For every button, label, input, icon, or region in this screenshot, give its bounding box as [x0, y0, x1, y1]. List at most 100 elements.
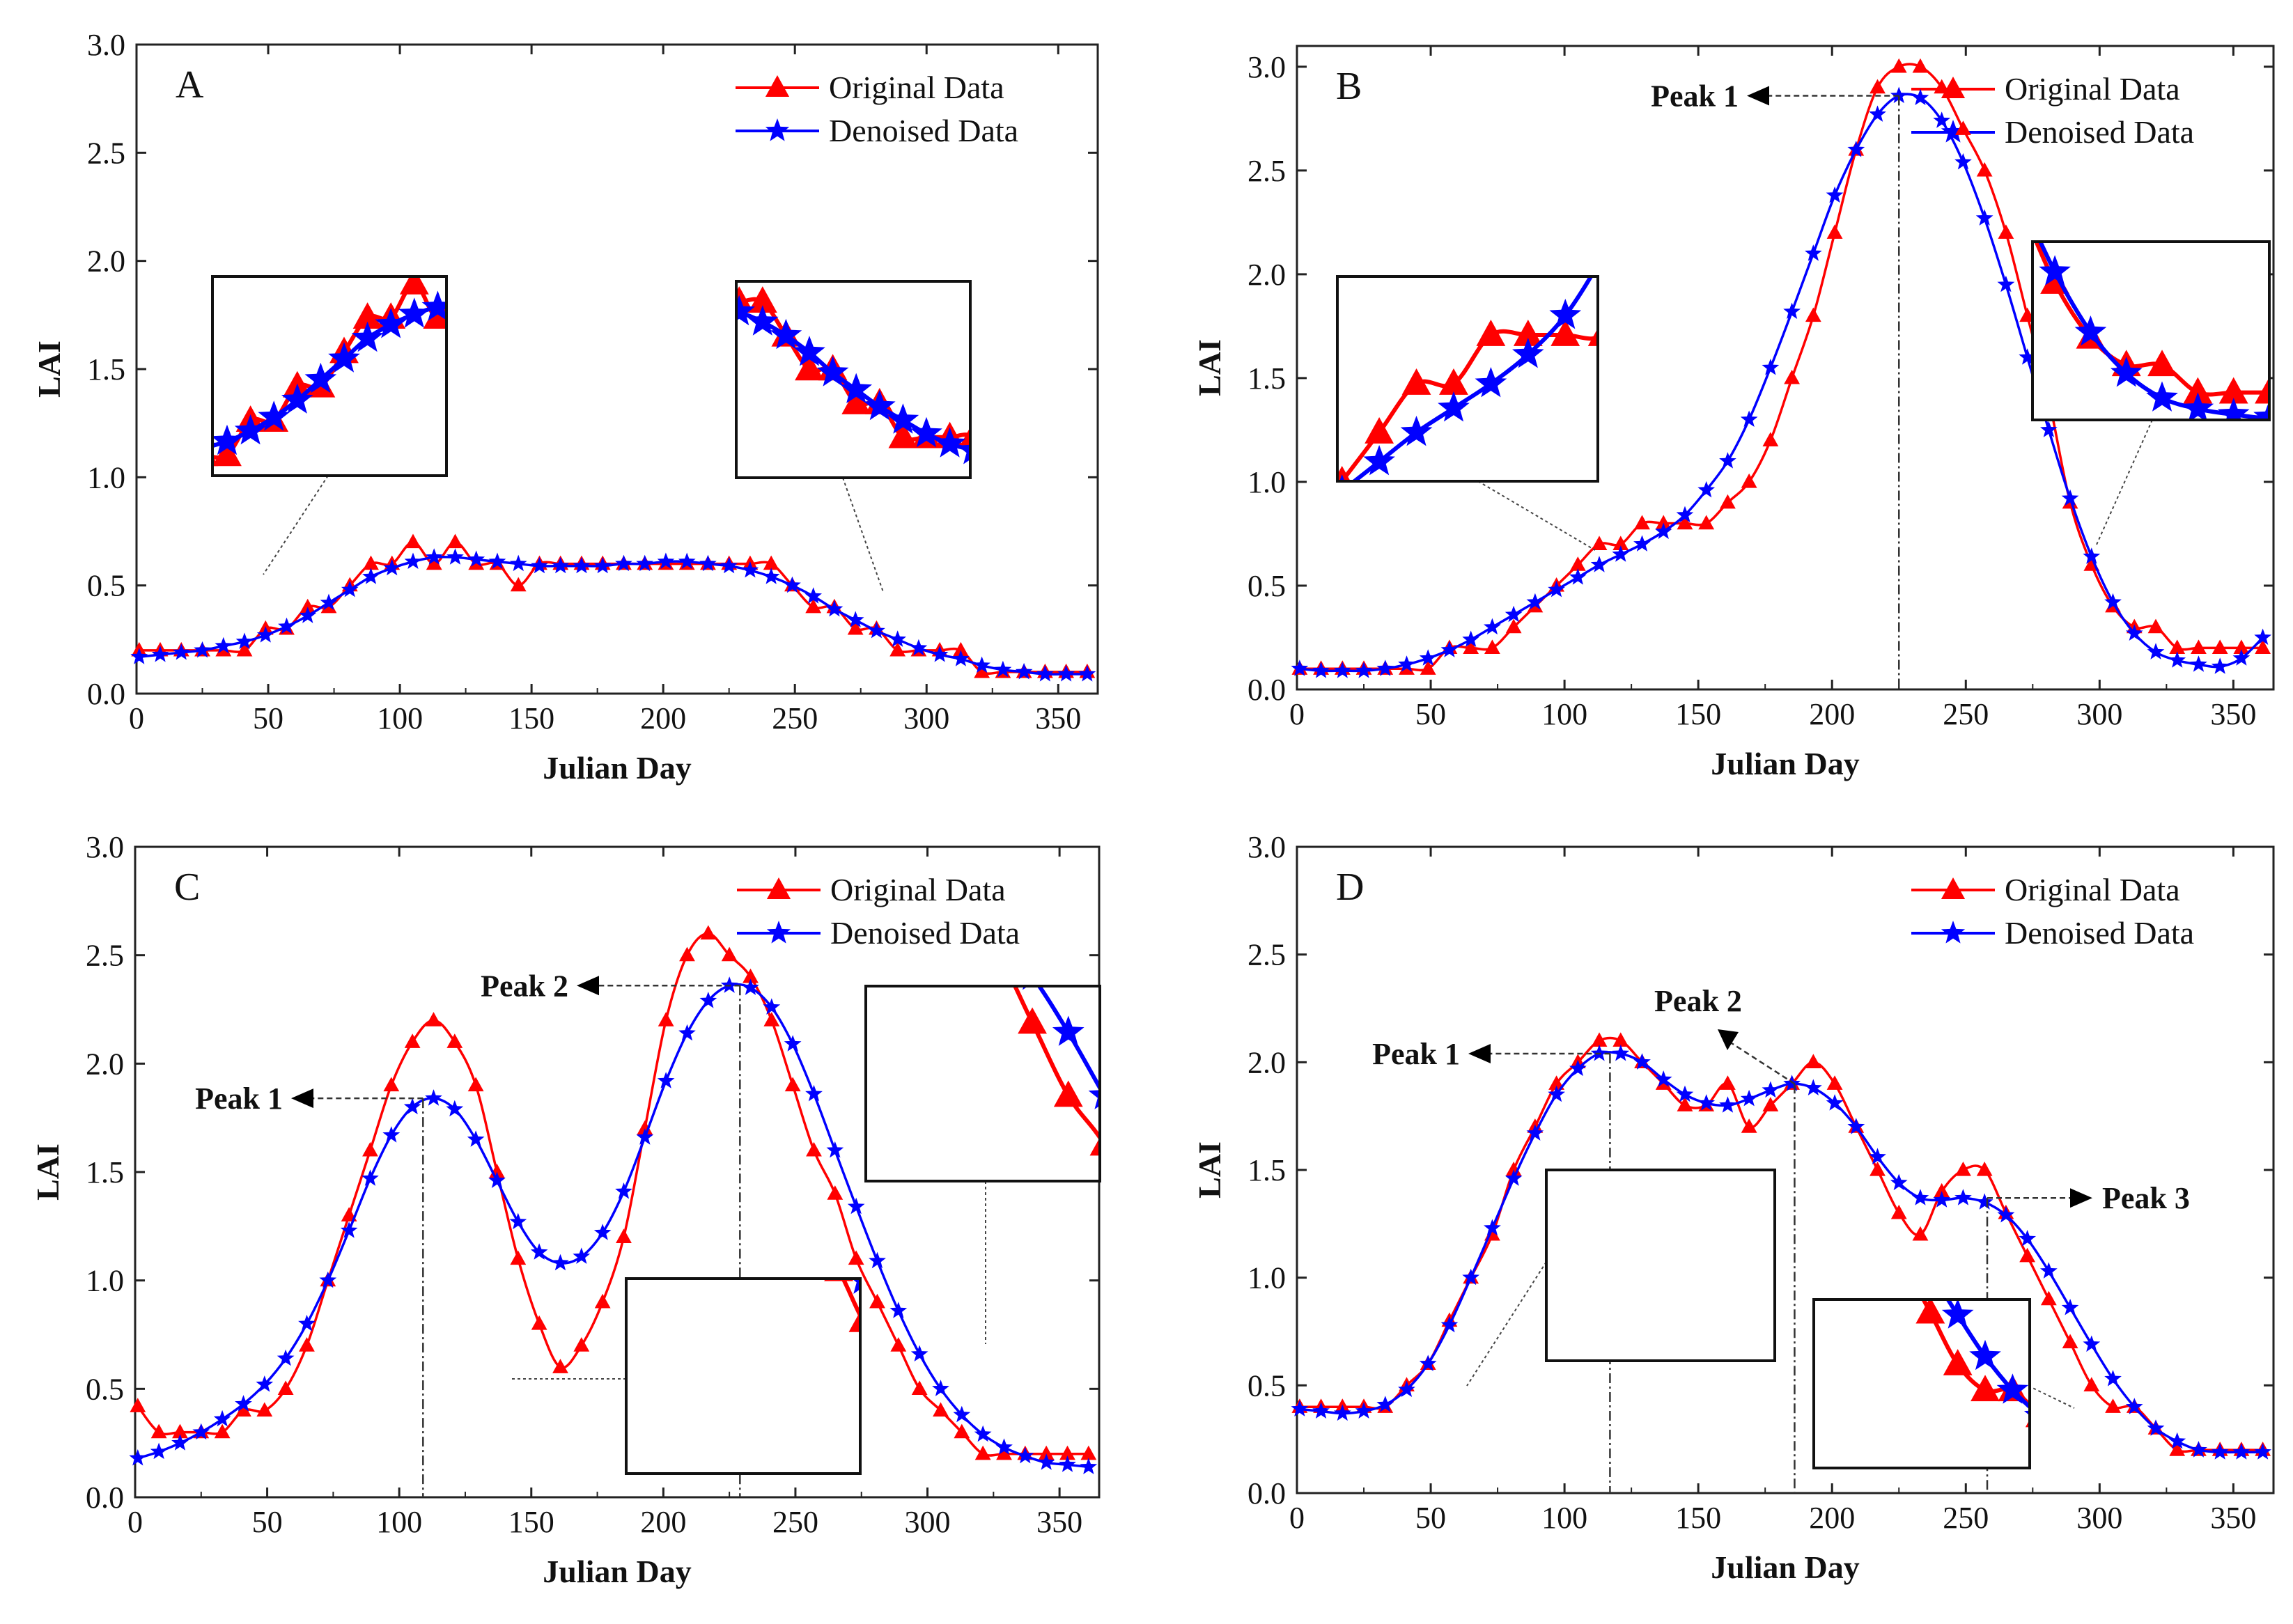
data-point-denoised [973, 656, 990, 673]
zoom-inset [1545, 951, 1823, 1362]
x-tick-label: 50 [253, 701, 283, 735]
inset-point-original [1915, 1299, 1945, 1324]
inset-point-denoised [1996, 1373, 2029, 1404]
series-line-denoised [1299, 1051, 2263, 1454]
data-point-denoised [1398, 1380, 1415, 1397]
data-point-denoised [129, 1449, 147, 1466]
inset-point-denoised [1791, 1013, 1823, 1043]
data-point-denoised [530, 1243, 548, 1260]
y-tick-label: 0.0 [1247, 1476, 1286, 1510]
inset-background [866, 986, 1100, 1181]
inset-point-denoised [1052, 1015, 1085, 1046]
data-point-original [1569, 556, 1586, 571]
data-point-denoised [2104, 593, 2122, 610]
inset-point-denoised [840, 373, 872, 403]
data-point-denoised [403, 1098, 421, 1115]
inset-point-original [1587, 328, 1598, 346]
data-point-denoised [953, 1405, 971, 1423]
inset-point-denoised [837, 948, 869, 978]
data-point-denoised [1762, 1081, 1780, 1098]
x-tick-label: 300 [2076, 697, 2122, 731]
inset-point-original [1861, 1194, 1890, 1220]
inset-point-denoised [2290, 389, 2293, 419]
inset-point-original [888, 421, 918, 448]
data-point-original [426, 555, 442, 570]
data-point-denoised [509, 1212, 527, 1230]
data-point-denoised [1419, 1354, 1437, 1371]
data-point-original [1998, 224, 2014, 239]
data-point-denoised [1975, 1193, 1993, 1210]
inset-point-original [1439, 368, 1468, 395]
data-point-original [1826, 1075, 1843, 1090]
data-point-denoised [1548, 580, 1565, 598]
inset-point-denoised [774, 1137, 806, 1166]
data-point-denoised [657, 552, 675, 569]
data-point-original [805, 598, 822, 614]
data-point-original [806, 1141, 822, 1157]
inset-point-original [2218, 377, 2248, 404]
legend-marker-star [765, 118, 790, 141]
data-point-original [1741, 1118, 1757, 1133]
peak-label: Peak 3 [2102, 1181, 2190, 1215]
data-point-original [404, 1033, 421, 1048]
data-point-denoised [994, 660, 1012, 678]
inset-point-denoised [1778, 1122, 1810, 1152]
data-point-original [1762, 1097, 1779, 1111]
inset-point-original [800, 1221, 829, 1247]
legend-label: Denoised Data [830, 915, 1020, 951]
legend-label: Original Data [830, 872, 1006, 907]
data-point-original [2169, 639, 2186, 655]
y-tick-label: 1.0 [86, 1264, 124, 1298]
data-point-denoised [741, 561, 759, 578]
data-point-original [1934, 1182, 1950, 1198]
data-point-original [1677, 515, 1693, 530]
data-point-denoised [488, 552, 506, 569]
inset-point-denoised [2023, 1410, 2030, 1416]
data-point-denoised [383, 559, 401, 576]
data-point-denoised [2232, 1443, 2251, 1460]
data-point-denoised [509, 554, 527, 572]
panel-letter: A [176, 63, 204, 107]
inset-background [1814, 1299, 2030, 1468]
inset-leader-line [2096, 419, 2153, 545]
data-point-original [1762, 432, 1779, 446]
data-point-original [974, 1445, 991, 1460]
inset-point-original [212, 439, 242, 467]
legend-marker-triangle [766, 877, 791, 899]
data-point-denoised [2019, 1230, 2036, 1247]
data-point-denoised [1890, 86, 1908, 104]
inset-point-denoised [823, 1219, 855, 1249]
data-point-denoised [1526, 593, 1544, 610]
y-tick-label: 1.5 [1247, 1153, 1286, 1187]
inset-point-denoised [1805, 1127, 1837, 1157]
inset-point-denoised [747, 305, 779, 336]
data-point-original [637, 1120, 653, 1135]
y-axis-title: LAI [30, 1143, 65, 1201]
x-tick-label: 300 [905, 1505, 951, 1539]
x-tick-label: 100 [376, 1505, 422, 1539]
inset-point-denoised [375, 308, 407, 338]
inset-point-denoised [1400, 416, 1433, 446]
data-point-denoised [1590, 556, 1608, 572]
inset-point-denoised [1512, 338, 1544, 368]
data-point-denoised [552, 1254, 569, 1271]
data-point-original [277, 1380, 294, 1395]
inset-point-denoised [651, 1128, 683, 1158]
inset-point-denoised [625, 1165, 658, 1195]
data-point-denoised [1016, 1446, 1034, 1464]
data-point-original [679, 946, 695, 962]
data-point-original [1870, 1162, 1886, 1176]
data-point-denoised [1911, 1189, 1929, 1205]
data-point-original [362, 1141, 378, 1157]
y-tick-label: 0.5 [87, 569, 125, 603]
inset-content [2005, 185, 2293, 420]
data-point-original [1698, 515, 1715, 530]
inset-point-denoised [1619, 951, 1651, 981]
inset-point-denoised [2182, 392, 2214, 420]
inset-point-denoised [1941, 1299, 1974, 1329]
y-tick-label: 2.0 [1247, 258, 1286, 292]
inset-point-original [2005, 185, 2034, 212]
data-point-denoised [278, 617, 295, 634]
data-point-original [594, 1293, 611, 1309]
inset-frame [211, 275, 448, 477]
